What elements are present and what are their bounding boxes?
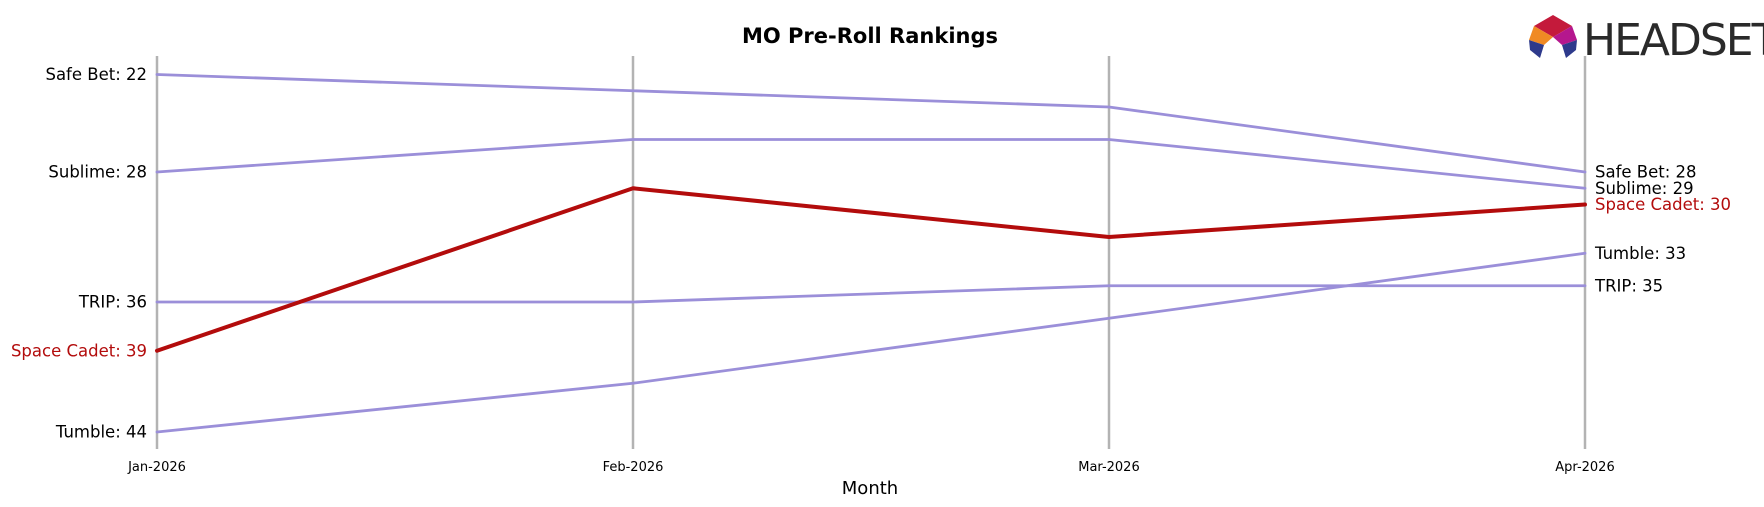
end-label-safe-bet: Safe Bet: 28 — [1595, 163, 1697, 182]
series-line-safe-bet — [155, 73, 1587, 174]
start-label-sublime: Sublime: 28 — [48, 163, 147, 182]
headset-logo-text: HEADSET — [1583, 15, 1764, 66]
chart-title: MO Pre-Roll Rankings — [742, 24, 998, 48]
series-line-space-cadet — [155, 186, 1587, 353]
x-tick-labels: Jan-2026 Feb-2026 Mar-2026 Apr-2026 — [127, 460, 1615, 475]
series-line-trip — [155, 284, 1587, 304]
start-label-tumble: Tumble: 44 — [55, 423, 147, 442]
gridlines — [155, 56, 1587, 449]
series-line-sublime — [155, 138, 1587, 190]
headset-logo-icon — [1529, 15, 1577, 58]
x-tick-mar-2026: Mar-2026 — [1078, 460, 1139, 475]
start-labels: Safe Bet: 22 Sublime: 28 Space Cadet: 39 TR… — [11, 65, 147, 442]
end-label-sublime: Sublime: 29 — [1595, 179, 1694, 198]
end-label-trip: TRIP: 35 — [1594, 276, 1663, 295]
start-label-safe-bet: Safe Bet: 22 — [45, 65, 147, 84]
x-tick-jan-2026: Jan-2026 — [127, 460, 186, 475]
end-label-tumble: Tumble: 33 — [1594, 244, 1686, 263]
start-label-space-cadet: Space Cadet: 39 — [11, 341, 147, 360]
headset-logo: HEADSET — [1529, 15, 1764, 66]
start-label-trip: TRIP: 36 — [78, 293, 147, 312]
x-axis-label: Month — [842, 478, 898, 499]
x-tick-apr-2026: Apr-2026 — [1555, 460, 1614, 475]
x-tick-feb-2026: Feb-2026 — [603, 460, 664, 475]
series-line-tumble — [155, 251, 1587, 434]
end-label-space-cadet: Space Cadet: 30 — [1595, 195, 1731, 214]
series-lines — [155, 73, 1587, 434]
